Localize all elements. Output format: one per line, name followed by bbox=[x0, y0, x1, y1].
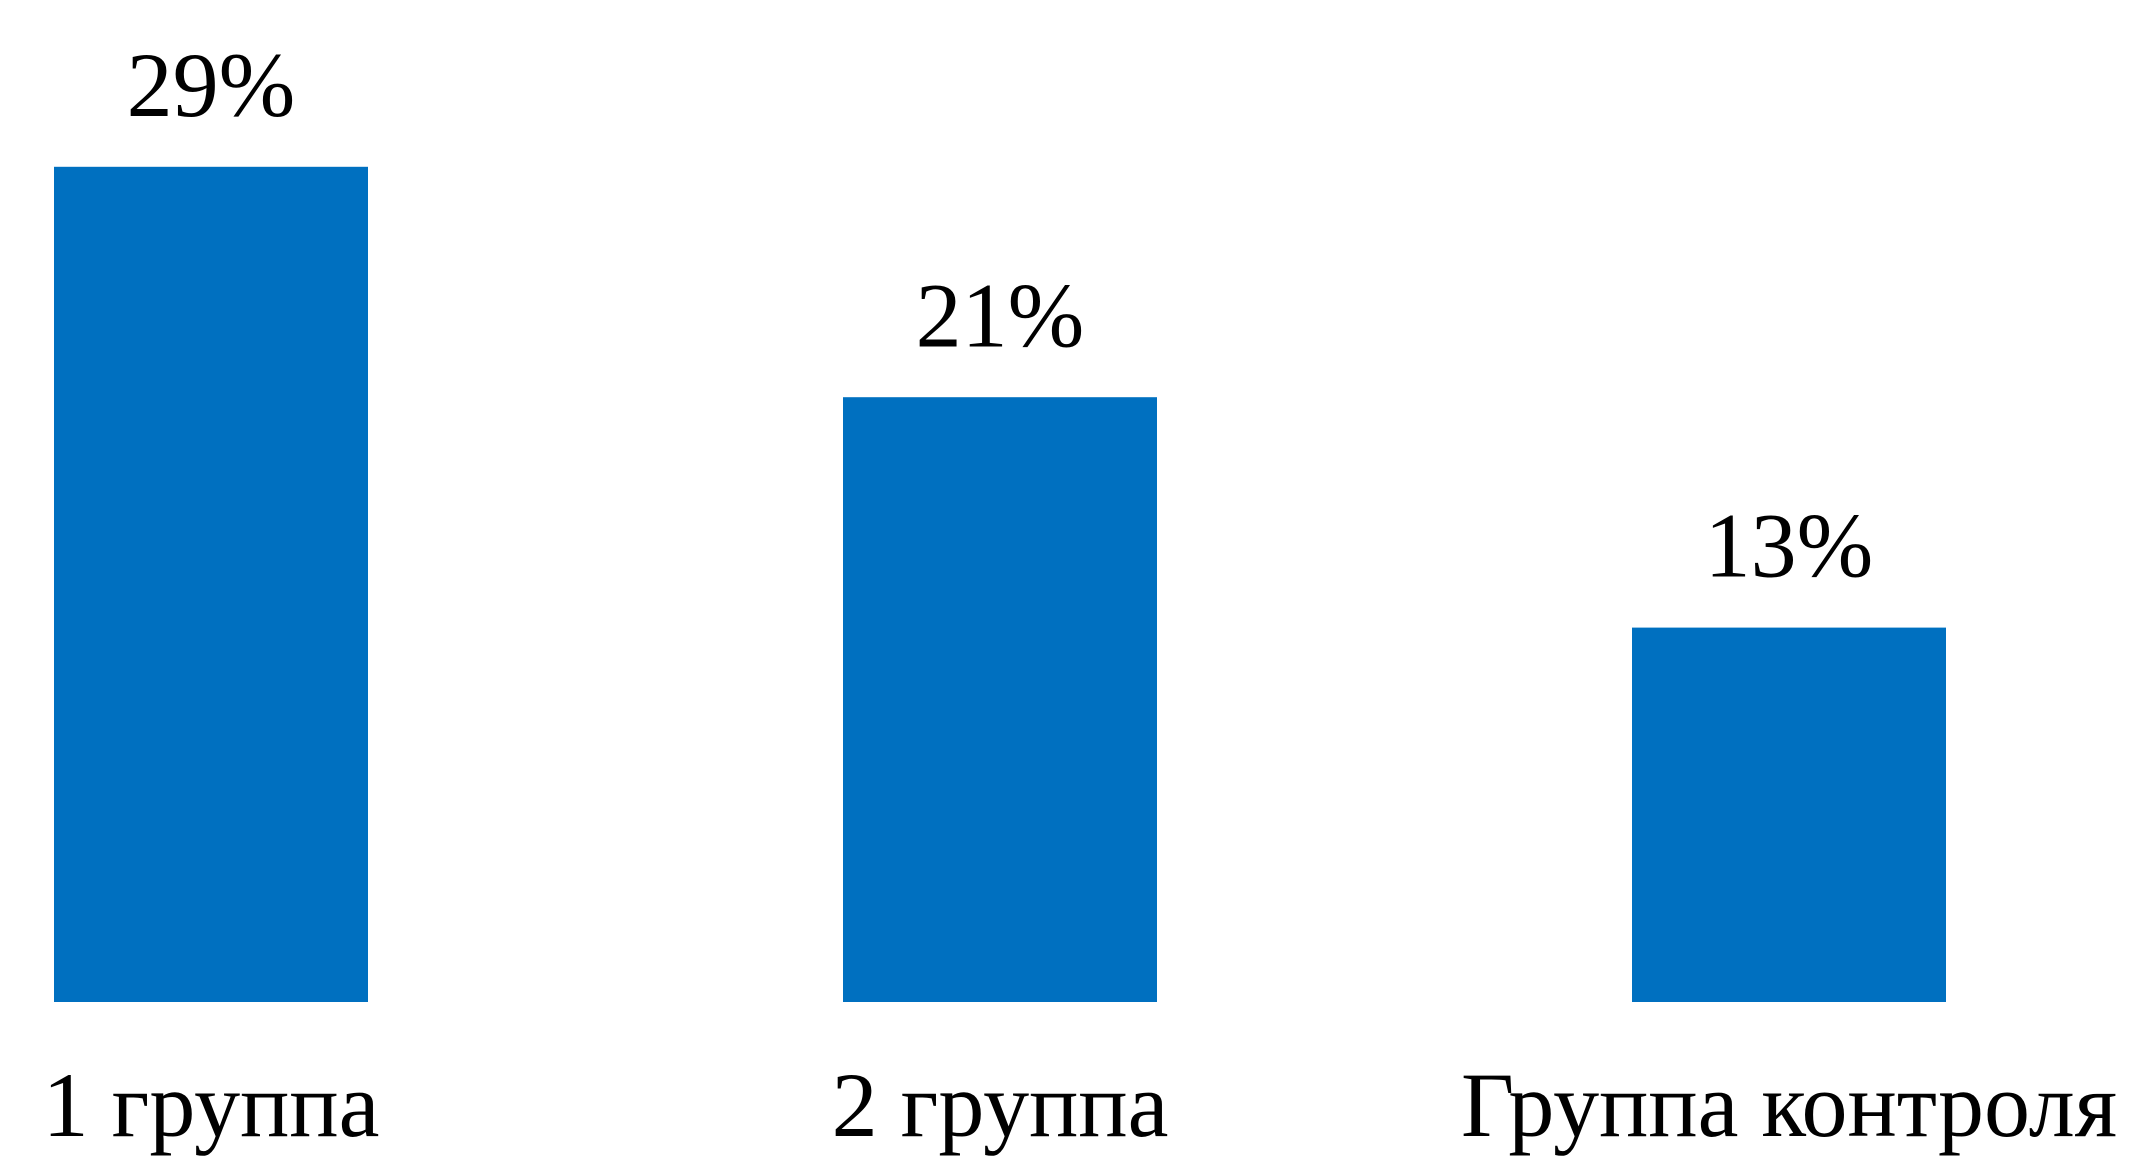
x-tick-label: 2 группа bbox=[832, 1054, 1169, 1156]
value-label: 29% bbox=[127, 34, 296, 136]
bar bbox=[1632, 627, 1946, 1002]
bar bbox=[843, 397, 1157, 1002]
x-tick-label: Группа контроля bbox=[1461, 1054, 2117, 1156]
value-label: 21% bbox=[916, 264, 1085, 366]
value-label: 13% bbox=[1705, 495, 1874, 597]
bar bbox=[54, 166, 368, 1003]
x-tick-label: 1 группа bbox=[43, 1054, 380, 1156]
